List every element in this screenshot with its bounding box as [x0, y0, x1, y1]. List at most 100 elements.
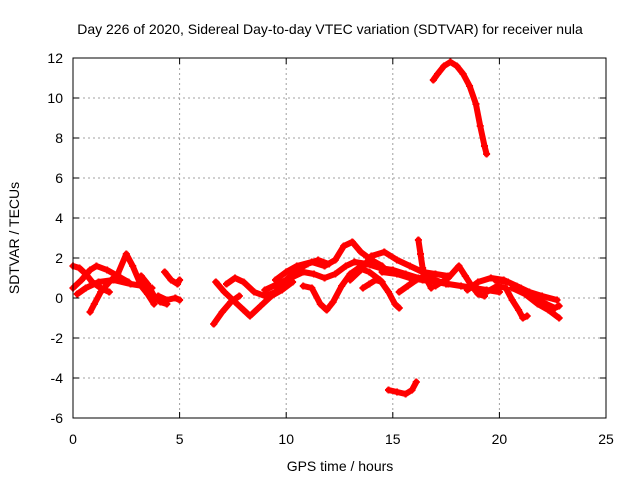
data-point: [414, 236, 422, 244]
data-point: [455, 262, 463, 270]
data-point: [210, 320, 218, 328]
data-point: [429, 76, 437, 84]
data-point: [434, 70, 442, 78]
data-point: [212, 278, 220, 286]
data-point: [220, 288, 228, 296]
x-axis-label: GPS time / hours: [287, 458, 394, 474]
data-point: [483, 288, 491, 296]
data-point: [553, 296, 561, 304]
data-point: [417, 250, 425, 258]
series-arc-25: [429, 58, 491, 158]
y-tick-label: 12: [47, 50, 63, 66]
data-point: [474, 290, 482, 298]
data-point: [282, 268, 290, 276]
chart-title: Day 226 of 2020, Sidereal Day-to-day VTE…: [77, 21, 583, 37]
tick-label-layer: 0 5 10 15 20 25 -6 -4 -2 0 2 4 6 8 10 12: [47, 50, 614, 447]
data-point: [504, 278, 512, 286]
data-point: [365, 280, 373, 288]
data-point: [323, 306, 331, 314]
data-point: [342, 262, 350, 270]
data-point: [161, 268, 169, 276]
data-point: [231, 274, 239, 282]
y-tick-label: -4: [51, 370, 64, 386]
data-point: [474, 278, 482, 286]
data-point: [395, 288, 403, 296]
data-point: [308, 284, 316, 292]
data-point: [406, 262, 414, 270]
data-point: [472, 100, 480, 108]
data-point: [431, 276, 439, 284]
data-point: [329, 298, 337, 306]
data-point: [365, 268, 373, 276]
data-point: [129, 262, 137, 270]
data-point: [534, 300, 542, 308]
y-tick-label: -6: [51, 410, 64, 426]
data-point: [122, 250, 130, 258]
data-point: [331, 256, 339, 264]
data-point: [316, 300, 324, 308]
data-point: [483, 150, 491, 158]
data-point: [367, 252, 375, 260]
data-point: [331, 270, 339, 278]
data-point: [261, 292, 269, 300]
data-point: [110, 276, 118, 284]
data-point: [523, 312, 531, 320]
data-point: [274, 280, 282, 288]
data-point: [171, 294, 179, 302]
data-point: [357, 248, 365, 256]
data-point: [73, 290, 81, 298]
data-point: [359, 284, 367, 292]
data-point: [444, 274, 452, 282]
data-point: [90, 300, 98, 308]
y-axis-label: SDTVAR / TECUs: [6, 182, 22, 294]
data-point: [515, 306, 523, 314]
data-point: [338, 282, 346, 290]
data-point: [521, 290, 529, 298]
data-point: [137, 272, 145, 280]
data-point: [457, 282, 465, 290]
data-point: [508, 296, 516, 304]
data-point: [246, 312, 254, 320]
data-point: [391, 300, 399, 308]
series-line: [87, 251, 157, 315]
data-point: [423, 276, 431, 284]
series-layer: [69, 58, 563, 398]
data-point: [299, 282, 307, 290]
series-arc-13: [299, 264, 403, 314]
data-point: [466, 82, 474, 90]
data-point: [154, 292, 162, 300]
data-point: [257, 302, 265, 310]
data-point: [412, 276, 420, 284]
data-point: [240, 306, 248, 314]
y-tick-label: -2: [51, 330, 64, 346]
y-tick-label: 2: [55, 250, 63, 266]
data-point: [86, 308, 94, 316]
data-point: [393, 270, 401, 278]
data-point: [75, 264, 83, 272]
data-point: [308, 258, 316, 266]
data-point: [476, 122, 484, 130]
data-point: [82, 284, 90, 292]
series-arc-21: [483, 282, 531, 322]
x-tick-label: 10: [278, 431, 294, 447]
data-point: [176, 296, 184, 304]
data-point: [480, 142, 488, 150]
data-point: [150, 300, 158, 308]
data-point: [321, 274, 329, 282]
data-point: [272, 288, 280, 296]
data-point: [463, 286, 471, 294]
data-point: [105, 288, 113, 296]
data-point: [551, 304, 559, 312]
data-point: [380, 248, 388, 256]
data-point: [218, 308, 226, 316]
data-point: [86, 266, 94, 274]
x-tick-label: 15: [385, 431, 401, 447]
y-tick-label: 0: [55, 290, 63, 306]
data-point: [357, 266, 365, 274]
series-arc-12: [261, 258, 422, 294]
data-point: [402, 390, 410, 398]
y-tick-label: 4: [55, 210, 63, 226]
series-arc-07: [161, 268, 184, 288]
data-point: [440, 62, 448, 70]
data-point: [372, 276, 380, 284]
